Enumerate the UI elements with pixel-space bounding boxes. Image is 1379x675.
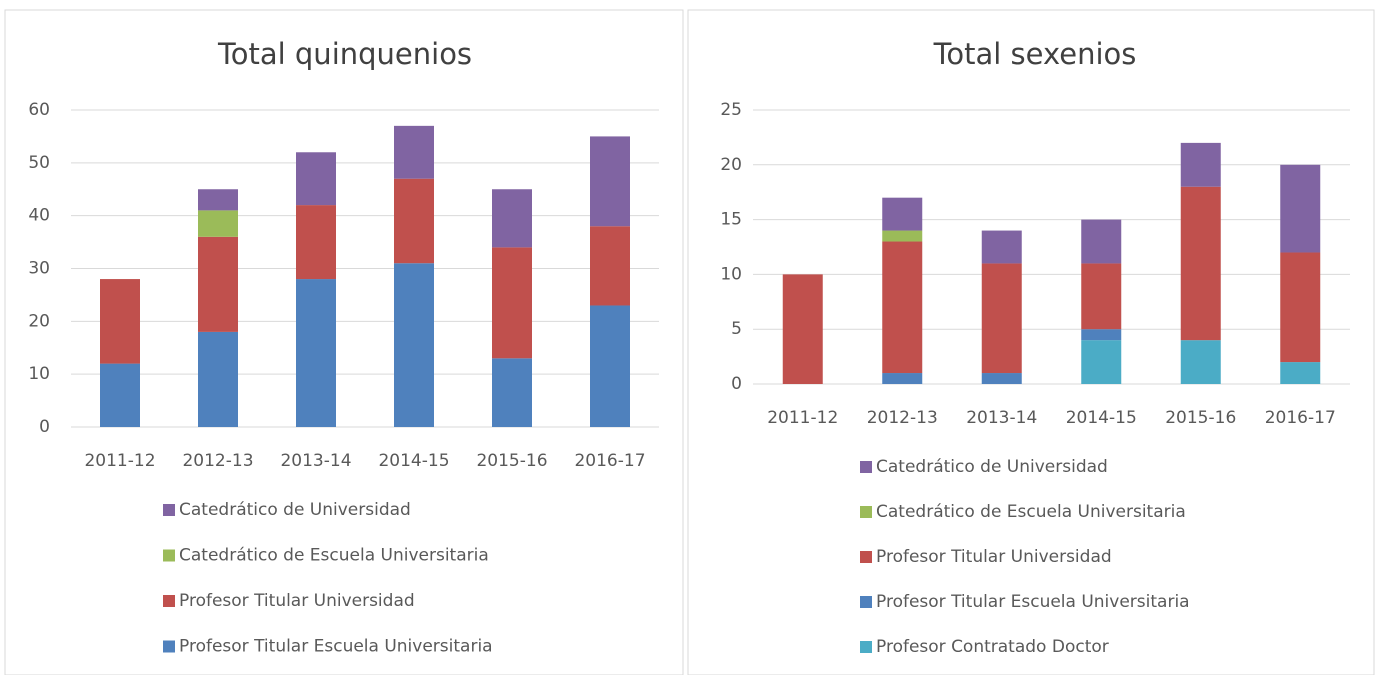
bar-segment	[882, 230, 923, 242]
bar-segment	[981, 230, 1022, 264]
bar-segment	[882, 241, 923, 374]
legend-label: Profesor Titular Escuela Universitaria	[179, 637, 493, 657]
legend-label: Profesor Titular Universidad	[179, 591, 415, 611]
legend-label: Catedrático de Universidad	[876, 457, 1108, 477]
bar-segment	[492, 247, 532, 359]
bar-segment	[1081, 263, 1122, 330]
legend-label: Profesor Titular Universidad	[876, 547, 1112, 567]
bar-segment	[1280, 362, 1321, 384]
bar-segment	[882, 373, 923, 384]
bar-segment	[296, 205, 336, 280]
bar-segment	[1081, 219, 1122, 264]
y-tick-label: 60	[28, 100, 50, 120]
bar-segment	[1180, 186, 1221, 341]
bar-segment	[1081, 329, 1122, 341]
y-tick-label: 40	[28, 206, 50, 226]
bar-segment	[198, 331, 238, 427]
legend-label: Profesor Contratado Doctor	[876, 637, 1109, 657]
bar-segment	[882, 197, 923, 231]
bar-segment	[1180, 340, 1221, 384]
y-tick-label: 25	[720, 100, 742, 120]
bar-segment	[1280, 252, 1321, 363]
bar-segment	[100, 279, 140, 364]
panel-border	[687, 9, 1375, 675]
legend-swatch	[860, 596, 872, 608]
y-tick-label: 30	[28, 259, 50, 279]
bar-segment	[394, 125, 434, 179]
legend-label: Catedrático de Universidad	[179, 500, 411, 520]
x-tick-label: 2011-12	[84, 451, 155, 471]
y-tick-label: 0	[731, 374, 742, 394]
legend-label: Profesor Titular Escuela Universitaria	[876, 592, 1190, 612]
x-tick-label: 2012-13	[182, 451, 253, 471]
chart-title: Total sexenios	[933, 37, 1137, 71]
bar-segment	[782, 274, 823, 384]
x-tick-label: 2013-14	[966, 408, 1037, 428]
y-tick-label: 10	[28, 364, 50, 384]
bar-segment	[1280, 164, 1321, 253]
x-tick-label: 2014-15	[378, 451, 449, 471]
legend-swatch	[860, 551, 872, 563]
bar-segment	[590, 136, 630, 227]
bar-segment	[296, 279, 336, 427]
x-tick-label: 2013-14	[280, 451, 351, 471]
bar-segment	[394, 263, 434, 427]
bar-segment	[492, 358, 532, 427]
x-tick-label: 2016-17	[574, 451, 645, 471]
x-tick-label: 2014-15	[1066, 408, 1137, 428]
legend-swatch	[163, 595, 175, 607]
bar-segment	[492, 189, 532, 248]
bar-segment	[198, 236, 238, 332]
x-tick-label: 2011-12	[767, 408, 838, 428]
y-tick-label: 5	[731, 319, 742, 339]
legend-swatch	[860, 506, 872, 518]
x-tick-label: 2016-17	[1265, 408, 1336, 428]
bar-segment	[1081, 340, 1122, 384]
y-tick-label: 0	[39, 417, 50, 437]
legend-label: Catedrático de Escuela Universitaria	[876, 502, 1186, 522]
bar-segment	[296, 152, 336, 206]
bar-segment	[100, 363, 140, 427]
y-tick-label: 20	[720, 155, 742, 175]
bar-segment	[1180, 142, 1221, 187]
chart-title: Total quinquenios	[217, 37, 472, 71]
x-tick-label: 2012-13	[867, 408, 938, 428]
legend-swatch	[860, 461, 872, 473]
x-tick-label: 2015-16	[476, 451, 547, 471]
legend-label: Catedrático de Escuela Universitaria	[179, 546, 489, 566]
bar-segment	[981, 263, 1022, 374]
y-tick-label: 50	[28, 153, 50, 173]
bar-segment	[394, 178, 434, 264]
legend-swatch	[163, 549, 175, 562]
bar-segment	[198, 189, 238, 211]
y-tick-label: 10	[720, 264, 742, 284]
bar-segment	[981, 373, 1022, 384]
legend-swatch	[163, 640, 175, 653]
bar-segment	[198, 210, 238, 237]
legend-swatch	[860, 641, 872, 653]
panel-border	[4, 9, 684, 675]
bar-segment	[590, 226, 630, 306]
y-tick-label: 15	[720, 210, 742, 230]
y-tick-label: 20	[28, 311, 50, 331]
x-tick-label: 2015-16	[1165, 408, 1236, 428]
legend-swatch	[163, 504, 175, 516]
bar-segment	[590, 305, 630, 427]
